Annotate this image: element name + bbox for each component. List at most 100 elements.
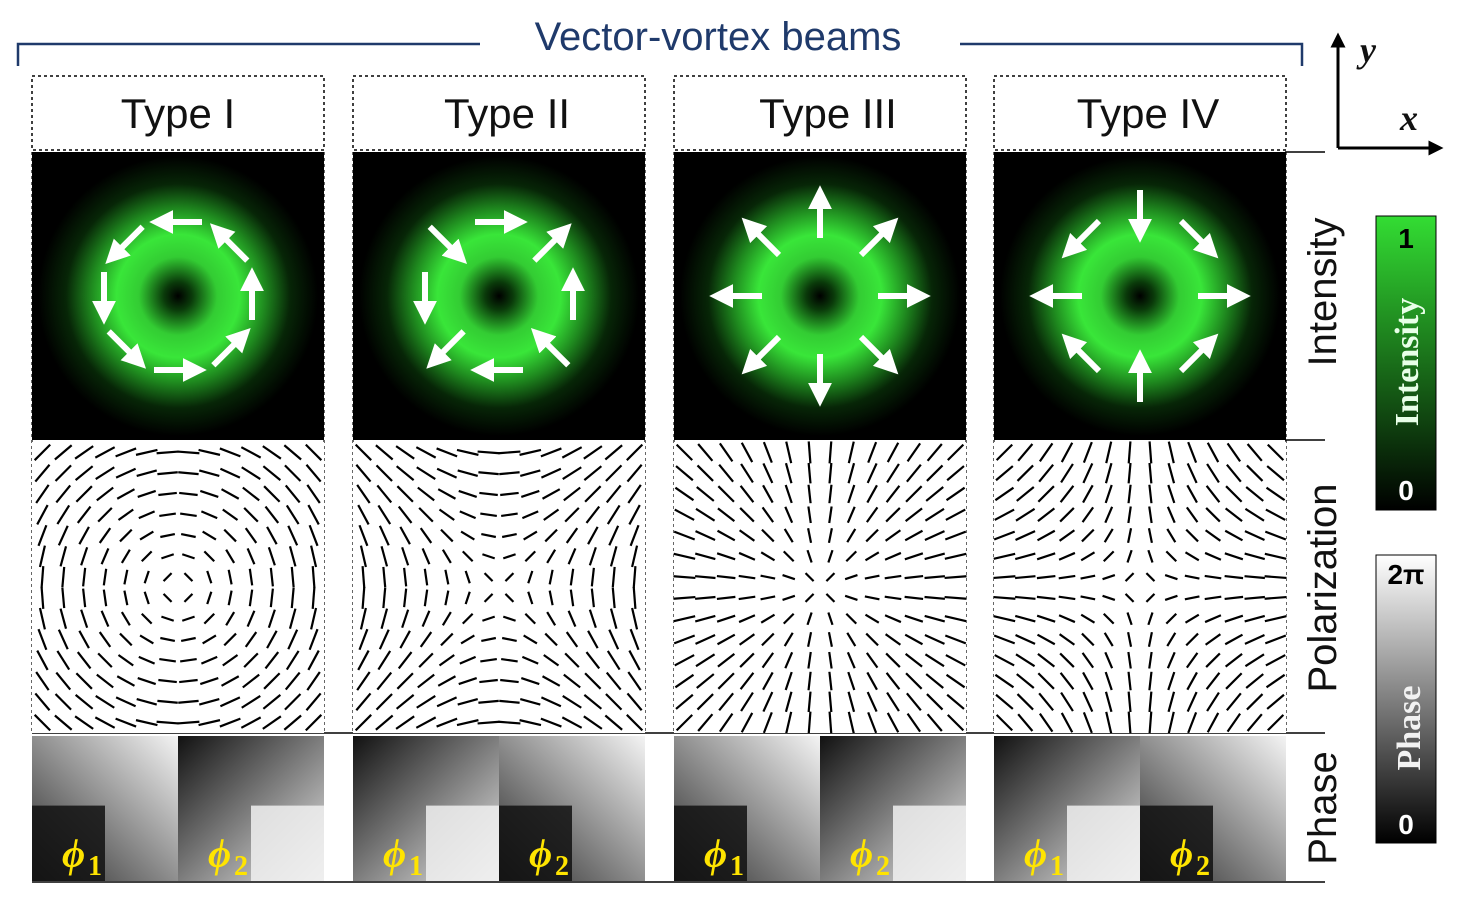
polarization-dash [100, 610, 110, 628]
polarization-dash [160, 636, 176, 643]
polarization-dash [116, 488, 136, 500]
polarization-dash [864, 574, 880, 580]
polarization-dash [460, 530, 475, 541]
polarization-dash [565, 527, 579, 544]
polarization-dash [694, 595, 716, 600]
polarization-dash [761, 528, 775, 543]
polarization-dash [605, 464, 623, 482]
polarization-dash [993, 552, 1016, 560]
polarization-dash [1264, 575, 1287, 580]
polarization-dash [177, 450, 200, 455]
polarization-dash [590, 567, 595, 587]
polarization-dash [762, 671, 774, 691]
polarization-dash [1127, 484, 1132, 504]
polarization-dash [716, 595, 736, 601]
polarization-dash [459, 655, 477, 665]
polarization-dash [436, 696, 458, 708]
polarization-dash [308, 524, 319, 547]
polarization-dash [1017, 713, 1034, 732]
polarization-dash [94, 446, 116, 459]
polarization-dash [906, 442, 922, 463]
polarization-dash [115, 696, 137, 708]
polarization-dash [305, 443, 323, 461]
polarization-dash [376, 671, 393, 691]
polarization-dash [264, 651, 280, 670]
polarization-dash [673, 530, 696, 541]
polarization-dash [626, 692, 643, 711]
polarization-dash [782, 550, 795, 563]
polarization-panel [32, 442, 324, 733]
polarization-dash [1264, 615, 1287, 623]
polarization-dash [1185, 528, 1199, 543]
figure-title: Vector-vortex beams [535, 15, 902, 59]
polarization-dash [1267, 443, 1285, 461]
polarization-dash [1082, 711, 1093, 734]
polarization-dash [1104, 484, 1113, 504]
polarization-dash [178, 471, 199, 476]
polarization-dash [717, 485, 735, 503]
phi-label-2: ϕ [529, 831, 552, 876]
polarization-dash [75, 485, 93, 503]
polarization-dash [202, 634, 217, 645]
polarization-dash [1184, 595, 1200, 601]
polarization-dash [761, 632, 775, 647]
polarization-dash [377, 650, 392, 671]
phase-singularity-quadrant [426, 805, 499, 881]
polarization-dash [563, 673, 581, 689]
polarization-dash [782, 612, 795, 625]
polarization-dash [1082, 484, 1094, 504]
polarization-dash [1148, 691, 1153, 713]
polarization-dash [807, 484, 812, 504]
polarization-dash [355, 692, 372, 711]
polarization-dash [37, 524, 48, 547]
type-header-box [673, 75, 967, 151]
polarization-dash [583, 715, 603, 730]
polarization-dash [1015, 530, 1036, 541]
polarization-dash [1037, 672, 1055, 690]
polarization-dash [225, 611, 236, 626]
polarization-dash [540, 447, 562, 458]
polarization-dash [115, 467, 137, 479]
polarization-dash [375, 464, 393, 482]
polarization-dash [761, 652, 775, 669]
polarization-dash [96, 673, 114, 689]
phase-singularity-quadrant [251, 805, 324, 881]
polarization-dash [1186, 691, 1198, 713]
type-column-1: Type Iϕ 1 ϕ 2 [31, 75, 325, 882]
polarization-dash [140, 612, 153, 625]
polarization-dash [119, 528, 133, 543]
polarization-dash [479, 491, 498, 497]
polarization-panel [353, 442, 645, 733]
polarization-dash [1127, 691, 1132, 713]
polarization-dash [242, 486, 260, 502]
polarization-dash [75, 672, 93, 690]
polarization-dash [739, 507, 755, 523]
polarization-dash [1147, 528, 1153, 544]
polarization-dash [1014, 595, 1036, 600]
polarization-dash [361, 566, 366, 589]
polarization-dash [695, 530, 716, 541]
polarization-dash [96, 486, 114, 502]
polarization-dash [828, 651, 833, 669]
polarization-dash [904, 529, 924, 542]
polarization-dash [1224, 653, 1243, 668]
polarization-dash [1246, 443, 1263, 462]
polarization-dash [520, 676, 540, 686]
polarization-dash [1124, 572, 1135, 582]
polarization-dash [1104, 506, 1114, 524]
polarization-dash [358, 524, 369, 547]
phi-subscript-1: 1 [409, 851, 423, 882]
polarization-dash [718, 442, 734, 463]
polarization-dash [501, 657, 518, 663]
polarization-dash [356, 484, 371, 504]
polarization-dash [806, 612, 813, 626]
polarization-dash [864, 613, 880, 624]
polarization-dash [527, 570, 534, 584]
polarization-dash [1224, 574, 1244, 580]
polarization-dash [924, 530, 945, 541]
polarization-dash [1185, 652, 1199, 669]
polarization-dash [564, 652, 580, 668]
type-label: Type III [759, 90, 897, 137]
polarization-dash [305, 692, 322, 711]
polarization-arrow [1061, 218, 1102, 259]
